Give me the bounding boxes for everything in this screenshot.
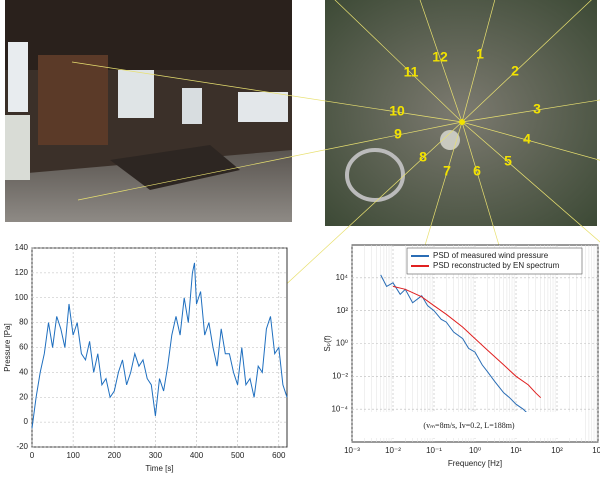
- x-tick-label: 600: [272, 451, 286, 460]
- direction-line: [334, 0, 463, 123]
- x-tick-label: 10⁻³: [344, 446, 360, 455]
- x-axis-label: Frequency [Hz]: [448, 459, 502, 468]
- legend-label: PSD reconstructed by EN spectrum: [433, 261, 560, 270]
- direction-line: [71, 61, 463, 123]
- x-tick-label: 10²: [551, 446, 563, 455]
- annotation: (vₘ=8m/s, Iv=0.2, L=188m): [423, 421, 515, 430]
- y-tick-label: 10²: [336, 306, 348, 315]
- direction-label: 6: [473, 163, 481, 179]
- y-tick-label: 10⁰: [336, 339, 348, 348]
- construction-photo: [5, 0, 292, 222]
- y-tick-label: 10⁻⁴: [331, 404, 348, 413]
- direction-label: 11: [404, 64, 419, 80]
- x-tick-label: 400: [190, 451, 204, 460]
- direction-line: [461, 99, 600, 123]
- direction-label: 5: [504, 153, 512, 169]
- annotation-box: [354, 412, 584, 438]
- direction-line: [419, 0, 463, 123]
- x-tick-label: 100: [66, 451, 80, 460]
- x-tick-label: 0: [30, 451, 35, 460]
- legend-label: PSD of measured wind pressure: [433, 251, 549, 260]
- y-axis-label: Sₚ(f): [323, 335, 332, 352]
- y-tick-label: 10⁻²: [332, 371, 348, 380]
- y-tick-label: 60: [19, 343, 28, 352]
- direction-label: 2: [511, 63, 519, 79]
- direction-label: 7: [443, 163, 451, 179]
- x-tick-label: 10³: [592, 446, 600, 455]
- x-tick-label: 10¹: [510, 446, 522, 455]
- direction-line: [461, 121, 600, 161]
- x-tick-label: 200: [108, 451, 122, 460]
- direction-label: 1: [476, 46, 484, 62]
- x-tick-label: 300: [149, 451, 163, 460]
- x-tick-label: 10⁰: [469, 446, 481, 455]
- y-axis-label: Pressure [Pa]: [3, 323, 12, 371]
- x-tick-label: 10⁻²: [385, 446, 401, 455]
- y-tick-label: 0: [24, 417, 29, 426]
- y-tick-label: 80: [19, 318, 28, 327]
- legend-box: [406, 247, 583, 275]
- y-tick-label: 120: [15, 268, 29, 277]
- y-tick-label: 20: [19, 392, 28, 401]
- y-tick-label: 10⁴: [336, 273, 349, 282]
- data-line: [31, 262, 288, 429]
- data-line: [392, 285, 542, 399]
- x-tick-label: 10⁻¹: [426, 446, 442, 455]
- direction-label: 3: [533, 101, 541, 117]
- direction-line: [461, 0, 592, 123]
- x-axis-label: Time [s]: [145, 464, 173, 473]
- direction-line: [77, 121, 463, 201]
- direction-label: 12: [432, 49, 448, 65]
- y-tick-label: -20: [16, 442, 28, 451]
- x-tick-label: 500: [231, 451, 245, 460]
- direction-label: 4: [523, 131, 531, 147]
- y-tick-label: 100: [15, 293, 29, 302]
- direction-label: 10: [389, 103, 405, 119]
- direction-line: [461, 121, 600, 243]
- direction-label: 9: [394, 126, 402, 142]
- direction-label: 8: [419, 149, 427, 165]
- y-tick-label: 140: [15, 243, 29, 252]
- y-tick-label: 40: [19, 367, 28, 376]
- center-point: [459, 119, 465, 125]
- direction-line: [461, 0, 496, 123]
